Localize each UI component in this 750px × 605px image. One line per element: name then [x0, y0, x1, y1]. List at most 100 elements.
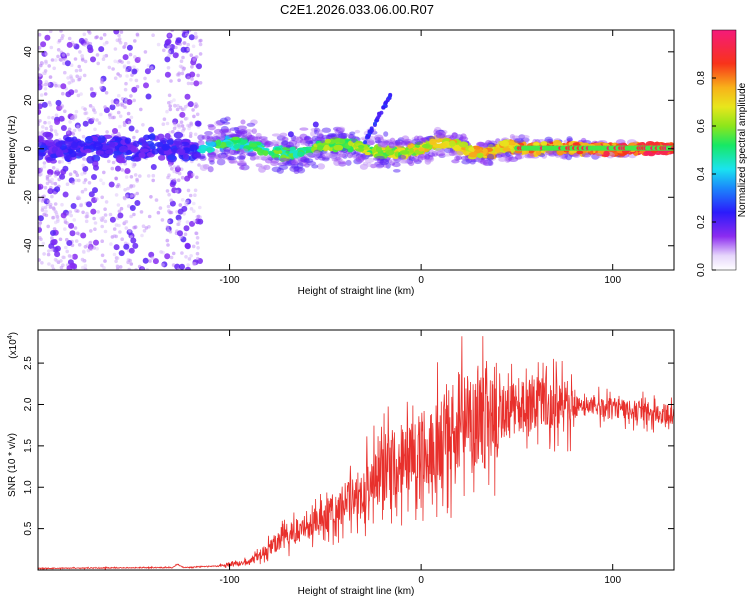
heatmap-cell: [133, 156, 142, 162]
heatmap-cell: [78, 68, 83, 72]
heatmap-cell: [100, 195, 104, 200]
heatmap-cell: [131, 68, 138, 75]
heatmap-cell: [449, 140, 456, 147]
heatmap-cell: [170, 167, 174, 171]
heatmap-cell: [354, 129, 361, 134]
heatmap-cell: [165, 238, 170, 243]
heatmap-cell: [112, 227, 117, 231]
heatmap-cell: [67, 36, 72, 41]
heatmap-cell: [118, 230, 122, 234]
heatmap-cell: [273, 157, 279, 161]
heatmap-cell: [60, 212, 67, 219]
heatmap-cell: [119, 30, 124, 34]
heatmap-cell: [108, 181, 115, 188]
heatmap-cell: [97, 135, 106, 144]
heatmap-cell: [51, 215, 55, 220]
heatmap-cell: [196, 73, 200, 78]
heatmap-cell: [113, 76, 118, 80]
snr-background: [38, 330, 674, 570]
heatmap-cell: [366, 162, 372, 167]
heatmap-cell: [43, 69, 48, 73]
heatmap-cell: [129, 115, 134, 120]
heatmap-cell: [91, 151, 96, 156]
heatmap-cell: [195, 112, 200, 117]
heatmap-cell: [184, 30, 188, 33]
heatmap-cell: [87, 181, 92, 185]
heatmap-cell: [137, 56, 141, 61]
heatmap-cell: [67, 81, 71, 85]
heatmap-cell: [92, 160, 99, 168]
heatmap-cell: [72, 42, 76, 47]
heatmap-cell: [180, 175, 185, 180]
heatmap-cell: [192, 58, 196, 62]
heatmap-cell: [161, 122, 166, 126]
heatmap-cell: [54, 186, 61, 193]
heatmap-cell: [47, 249, 51, 253]
heatmap-cell: [193, 31, 198, 36]
heatmap-cell: [44, 139, 55, 147]
heatmap-cell: [184, 201, 188, 206]
heatmap-cell: [576, 150, 584, 155]
heatmap-cell: [194, 120, 201, 127]
heatmap-cell: [287, 131, 294, 138]
heatmap-cell: [75, 74, 79, 79]
heatmap-cell: [196, 214, 201, 219]
heatmap-cell: [262, 150, 269, 156]
heatmap-cell: [105, 130, 109, 134]
heatmap-cell: [175, 214, 182, 221]
heatmap-cell: [148, 259, 152, 263]
heatmap-cell: [126, 186, 130, 191]
heatmap-cell: [237, 132, 245, 137]
heatmap-cell: [74, 239, 79, 243]
heatmap-cell: [125, 155, 133, 161]
heatmap-cell: [43, 92, 48, 96]
heatmap-cell: [193, 132, 198, 137]
heatmap-cell: [44, 126, 49, 131]
heatmap-cell: [114, 234, 118, 239]
heatmap-cell: [178, 203, 183, 207]
heatmap-cell: [189, 122, 194, 127]
heatmap-cell: [45, 174, 50, 179]
heatmap-cell: [494, 154, 503, 158]
heatmap-cell: [165, 109, 169, 114]
heatmap-cell: [271, 133, 281, 137]
heatmap-cell: [103, 219, 108, 224]
heatmap-cell: [62, 61, 66, 66]
heatmap-cell: [68, 172, 73, 176]
heatmap-cell: [193, 188, 198, 193]
spectrogram-heatmap: [38, 30, 674, 270]
heatmap-cell: [113, 244, 120, 251]
snr-x-label: Height of straight line (km): [298, 586, 415, 597]
heatmap-cell: [461, 159, 471, 165]
heatmap-cell: [38, 109, 42, 115]
heatmap-cell: [127, 120, 132, 125]
heatmap-cell: [123, 87, 128, 92]
heatmap-cell: [128, 125, 135, 132]
heatmap-cell: [44, 52, 49, 56]
heatmap-cell: [193, 80, 200, 87]
y-tick-label: 1.5: [23, 438, 34, 452]
heatmap-cell: [220, 141, 227, 149]
heatmap-cell: [304, 158, 314, 164]
heatmap-cell: [131, 86, 138, 93]
heatmap-cell: [323, 144, 330, 151]
heatmap-cell: [81, 163, 86, 168]
heatmap-cell: [122, 54, 129, 61]
heatmap-cell: [330, 133, 340, 140]
heatmap-cell: [111, 133, 115, 137]
heatmap-cell: [47, 188, 54, 195]
heatmap-cell: [46, 82, 51, 86]
heatmap-cell: [84, 219, 89, 224]
heatmap-cell: [76, 93, 81, 98]
heatmap-cell: [179, 263, 185, 270]
heatmap-cell: [273, 149, 283, 155]
y-tick-label: -40: [23, 238, 34, 253]
heatmap-cell: [70, 141, 78, 149]
heatmap-cell: [51, 267, 56, 270]
heatmap-cell: [67, 127, 72, 132]
heatmap-cell: [131, 164, 136, 169]
heatmap-cell: [187, 257, 192, 261]
heatmap-cell: [130, 237, 137, 244]
colorbar: 0.0 0.2 0.4 0.6 0.8 Normalized spectral ampl…: [696, 29, 748, 277]
heatmap-cell: [448, 150, 456, 157]
